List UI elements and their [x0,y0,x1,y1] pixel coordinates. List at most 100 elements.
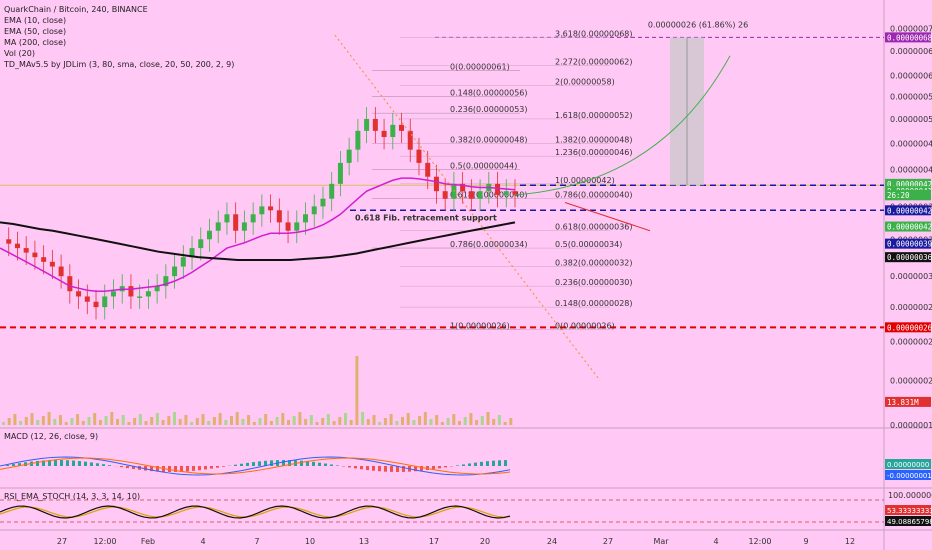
macd-histogram-bar [492,460,495,466]
macd-histogram-bar [126,466,129,469]
candle-body [259,206,265,215]
legend-td-ma: TD_MAv5.5 by JDLim (3, 80, sma, close, 2… [4,60,235,69]
candle-body [23,248,29,253]
fib-ext-label: 2(0.00000058) [555,78,615,87]
volume-bars [2,356,513,425]
macd-histogram-bar [246,462,249,466]
candle-body [41,257,47,262]
price-tag-box [885,189,931,200]
y-tick-label: 0.00000031 [890,272,932,281]
candle-body [49,261,55,267]
candle-body [355,130,361,150]
fib-ext-label: 3.618(0.00000068) [555,29,633,38]
macd-histogram-bar [504,460,507,466]
fib-ext-label: 1.618(0.00000052) [555,111,633,120]
volume-bar [469,413,473,425]
volume-bar [395,421,399,425]
volume-bar [326,414,330,425]
volume-bar [287,420,290,425]
candle-body [433,176,439,192]
volume-bar [201,414,205,425]
rsi-tag-label: 49.08865798 [887,518,932,526]
x-tick-label: 4 [713,537,718,546]
candle-body [84,296,90,302]
rsi-stoch-line [0,506,511,518]
macd-histogram-bar [330,464,333,466]
volume-bar [41,416,45,425]
x-tick-label: 4 [200,537,205,546]
price-tag-label: 13.831M [887,398,919,407]
fib-ext-label: 0.382(0.00000032) [555,259,633,268]
ma200-line [0,221,516,261]
volume-bar [252,422,256,425]
price-tag-box [885,221,931,232]
candle-body [250,214,256,223]
price-tag-label: 26:20 [887,191,910,200]
price-tag-label: 0.00000042 [887,206,932,215]
candle-body [294,222,300,231]
volume-bar [338,417,342,425]
macd-histogram-bar [144,466,147,471]
volume-bar [475,420,479,425]
fib-ext-label: 0.148(0.00000028) [555,299,633,308]
macd-histogram-bar [372,466,375,471]
volume-bar [440,422,444,425]
macd-histogram-bar [258,461,261,466]
volume-bar [81,421,85,425]
macd-histogram-bar [72,460,75,466]
volume-bar [178,419,182,425]
volume-bar [241,419,245,425]
volume-bar [458,421,461,425]
volume-bar [480,416,484,425]
macd-histogram-bar [12,464,15,466]
x-tick-label: Feb [141,537,155,546]
target-label: 0.00000026 (61.86%) 26 [648,20,748,29]
candle-body [268,206,274,211]
volume-bar [315,422,319,425]
macd-histogram-bar [336,465,339,466]
macd-histogram-bar [174,466,177,472]
x-tick-label: 24 [547,537,557,546]
rsi-tag-box [885,516,931,526]
volume-bar [93,413,97,425]
volume-bar [2,422,5,425]
macd-histogram-bar [192,466,195,471]
volume-bar [355,356,359,425]
candle-body [451,183,457,199]
x-tick-label: 27 [57,537,67,546]
rsi-pane: 100.00000000 53.33333333 49.08865798 [0,491,932,526]
y-tick-label: 0.00000048 [890,139,932,148]
volume-bar [224,420,228,425]
price-tag-label: 0.00000042 [887,223,932,232]
macd-histogram-bar [300,460,303,466]
x-tick-label: 10 [305,537,315,546]
candle-body [128,286,134,297]
x-tick-label: 12 [845,537,855,546]
fib-level-label: 0.382(0.00000048) [450,135,528,144]
y-tick-label: 0.00000028 [890,303,932,312]
volume-bar [321,418,325,425]
macd-histogram-bar [444,466,447,468]
volume-bar [64,422,68,425]
volume-bar [218,413,222,425]
rsi-tag-box [885,505,931,515]
volume-bar [110,412,114,425]
macd-histogram-bar [60,460,63,466]
price-tag-box [885,205,931,216]
volume-bar [247,415,251,425]
legend-ema10: EMA (10, close) [4,16,67,25]
volume-bar [383,418,387,425]
macd-histogram-bar [222,466,225,467]
macd-histogram-bar [102,464,105,466]
rsi-tick-label: 100.00000000 [888,491,932,500]
macd-histogram-bar [366,466,369,471]
volume-bar [497,415,501,425]
macd-histogram-bar [402,466,405,472]
candle-body [346,149,352,163]
candle-body [67,276,73,292]
y-tick-label: 0.00000019 [890,421,932,430]
candle-body [189,248,195,258]
volume-bar [190,422,194,425]
volume-bar [13,414,17,425]
